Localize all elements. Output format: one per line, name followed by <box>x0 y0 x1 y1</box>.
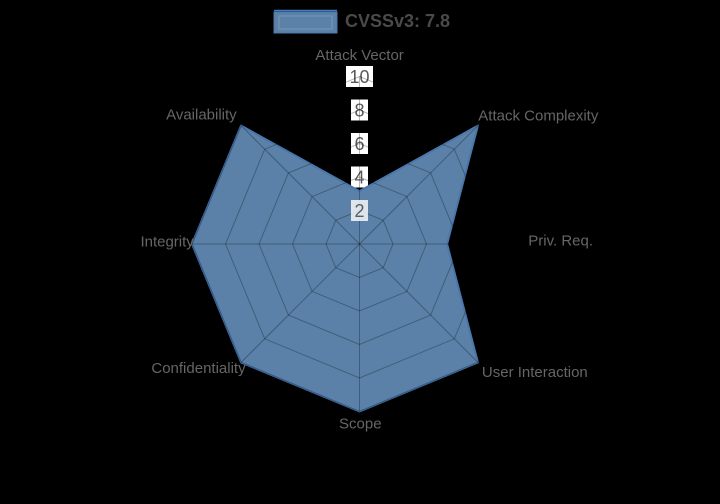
svg-text:Availability: Availability <box>166 107 237 124</box>
svg-text:Confidentiality: Confidentiality <box>151 360 246 377</box>
svg-text:Scope: Scope <box>339 416 382 433</box>
svg-text:Attack Vector: Attack Vector <box>315 47 403 64</box>
svg-text:Attack Complexity: Attack Complexity <box>478 108 599 125</box>
svg-text:CVSSv3: 7.8: CVSSv3: 7.8 <box>345 11 450 31</box>
svg-text:2: 2 <box>354 201 364 221</box>
svg-text:Priv. Req.: Priv. Req. <box>528 233 593 250</box>
svg-text:Integrity: Integrity <box>140 234 194 251</box>
svg-text:User Interaction: User Interaction <box>482 364 588 381</box>
